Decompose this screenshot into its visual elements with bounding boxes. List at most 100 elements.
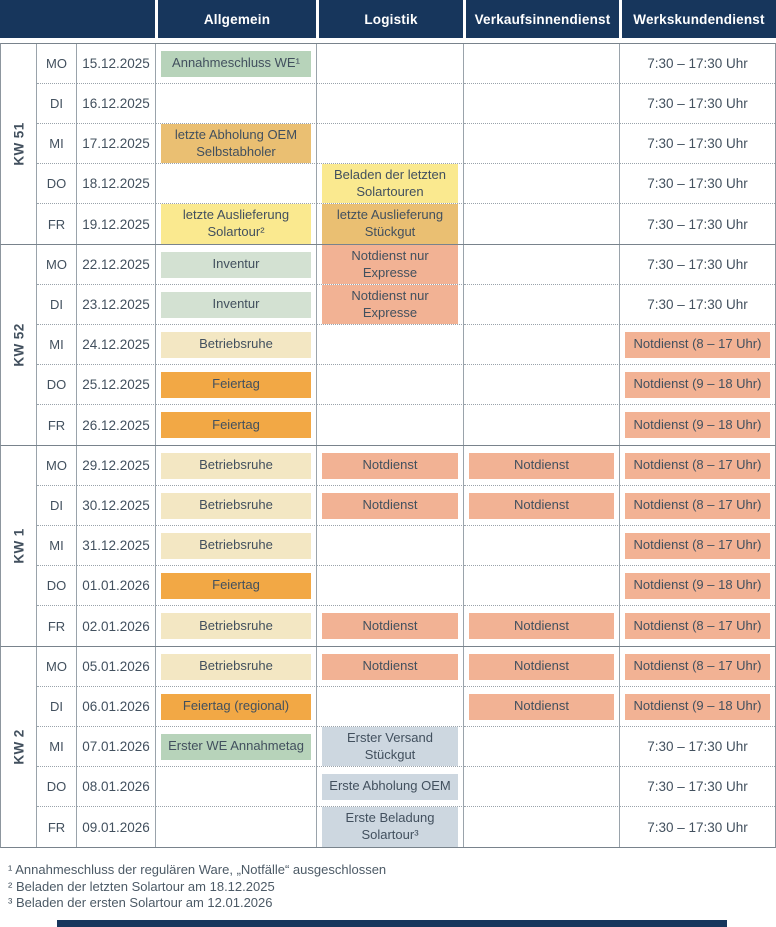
werk-cell: Notdienst (9 – 18 Uhr) — [620, 365, 775, 405]
date-cell: 19.12.2025 — [77, 204, 156, 244]
event-badge: Notdienst — [469, 492, 614, 519]
week-label: KW 51 — [11, 122, 26, 166]
event-badge: Notdienst — [469, 653, 614, 680]
allgemein-cell: Feiertag — [156, 566, 317, 606]
event-badge: letzte Abholung OEM Selbstabholer — [161, 124, 311, 163]
werk-cell: 7:30 – 17:30 Uhr — [620, 727, 775, 767]
event-badge: Erste Abholung OEM — [322, 773, 458, 800]
date-cell: 01.01.2026 — [77, 566, 156, 606]
event-badge: Feiertag (regional) — [161, 693, 311, 720]
event-badge: Notdienst — [322, 653, 458, 680]
date-cell: 09.01.2026 — [77, 807, 156, 847]
verkauf-cell — [464, 405, 620, 445]
day-cell: MI — [37, 325, 77, 365]
week-label-cell: KW 2 — [1, 647, 37, 847]
week-group: KW 52 MO 22.12.2025 Inventur Notdienst nur E… — [0, 244, 776, 445]
day-cell: DI — [37, 687, 77, 727]
day-cell: MO — [37, 245, 77, 285]
day-cell: DO — [37, 164, 77, 204]
verkauf-cell — [464, 365, 620, 405]
werk-cell: 7:30 – 17:30 Uhr — [620, 84, 775, 124]
service-hours-text: 7:30 – 17:30 Uhr — [647, 779, 748, 794]
verkauf-cell — [464, 164, 620, 204]
allgemein-cell: Annahmeschluss WE¹ — [156, 44, 317, 84]
werk-cell: Notdienst (9 – 18 Uhr) — [620, 687, 775, 727]
event-badge: Erster WE Annahmetag — [161, 733, 311, 760]
allgemein-cell: Inventur — [156, 285, 317, 325]
day-cell: DO — [37, 566, 77, 606]
allgemein-cell: Erster WE Annahmetag — [156, 727, 317, 767]
event-badge: Betriebsruhe — [161, 532, 311, 559]
day-cell: MO — [37, 44, 77, 84]
event-badge: Betriebsruhe — [161, 331, 311, 358]
date-cell: 18.12.2025 — [77, 164, 156, 204]
day-cell: DI — [37, 285, 77, 325]
date-cell: 30.12.2025 — [77, 486, 156, 526]
allgemein-cell: Betriebsruhe — [156, 325, 317, 365]
date-cell: 23.12.2025 — [77, 285, 156, 325]
verkauf-cell — [464, 526, 620, 566]
logistik-cell: Notdienst — [317, 446, 464, 486]
werk-cell: Notdienst (9 – 18 Uhr) — [620, 405, 775, 445]
column-header-allgemein: Allgemein — [155, 0, 316, 38]
event-badge: Notdienst (9 – 18 Uhr) — [625, 693, 770, 720]
allgemein-cell — [156, 84, 317, 124]
logistik-cell: Notdienst — [317, 647, 464, 687]
verkauf-cell: Notdienst — [464, 446, 620, 486]
allgemein-cell — [156, 807, 317, 847]
week-label: KW 1 — [11, 528, 26, 564]
day-cell: MI — [37, 727, 77, 767]
date-cell: 29.12.2025 — [77, 446, 156, 486]
logistik-cell — [317, 566, 464, 606]
allgemein-cell — [156, 767, 317, 807]
allgemein-cell: Betriebsruhe — [156, 526, 317, 566]
table-header: Allgemein Logistik Verkaufsinnendienst W… — [0, 0, 776, 38]
werk-cell: Notdienst (9 – 18 Uhr) — [620, 566, 775, 606]
allgemein-cell: Inventur — [156, 245, 317, 285]
logistik-cell — [317, 405, 464, 445]
column-header-verkaufsinnendienst: Verkaufsinnendienst — [463, 0, 619, 38]
event-badge: Feiertag — [161, 412, 311, 438]
event-badge: Notdienst (8 – 17 Uhr) — [625, 452, 770, 479]
service-hours-text: 7:30 – 17:30 Uhr — [647, 136, 748, 151]
footnote: ³ Beladen der ersten Solartour am 12.01.… — [8, 895, 273, 910]
date-cell: 07.01.2026 — [77, 727, 156, 767]
day-cell: MI — [37, 526, 77, 566]
event-badge: Notdienst (8 – 17 Uhr) — [625, 653, 770, 680]
week-label-cell: KW 51 — [1, 44, 37, 244]
day-cell: FR — [37, 405, 77, 445]
service-hours-text: 7:30 – 17:30 Uhr — [647, 96, 748, 111]
event-badge: Notdienst — [469, 613, 614, 639]
allgemein-cell: Betriebsruhe — [156, 446, 317, 486]
date-cell: 06.01.2026 — [77, 687, 156, 727]
allgemein-cell: letzte Abholung OEM Selbstabholer — [156, 124, 317, 164]
event-badge: Feiertag — [161, 371, 311, 398]
service-hours-text: 7:30 – 17:30 Uhr — [647, 56, 748, 71]
header-spacer — [0, 0, 155, 38]
event-badge: Betriebsruhe — [161, 492, 311, 519]
verkauf-cell: Notdienst — [464, 647, 620, 687]
logistik-cell — [317, 124, 464, 164]
date-cell: 24.12.2025 — [77, 325, 156, 365]
verkauf-cell: Notdienst — [464, 606, 620, 646]
allgemein-cell: Feiertag — [156, 365, 317, 405]
verkauf-cell — [464, 325, 620, 365]
day-cell: MO — [37, 446, 77, 486]
footnotes: ¹ Annahmeschluss der regulären Ware, „No… — [8, 862, 386, 912]
date-cell: 16.12.2025 — [77, 84, 156, 124]
verkauf-cell — [464, 807, 620, 847]
allgemein-cell: Feiertag — [156, 405, 317, 445]
logistik-cell — [317, 526, 464, 566]
allgemein-cell: Betriebsruhe — [156, 647, 317, 687]
day-cell: DO — [37, 365, 77, 405]
logistik-cell: Notdienst — [317, 486, 464, 526]
logistik-cell — [317, 84, 464, 124]
week-group: KW 51 MO 15.12.2025 Annahmeschluss WE¹ 7:30 … — [0, 43, 776, 244]
werk-cell: 7:30 – 17:30 Uhr — [620, 164, 775, 204]
date-cell: 17.12.2025 — [77, 124, 156, 164]
day-cell: FR — [37, 807, 77, 847]
schedule-body: KW 51 MO 15.12.2025 Annahmeschluss WE¹ 7:30 … — [0, 43, 776, 848]
day-cell: DI — [37, 486, 77, 526]
allgemein-cell: letzte Auslieferung Solartour² — [156, 204, 317, 244]
